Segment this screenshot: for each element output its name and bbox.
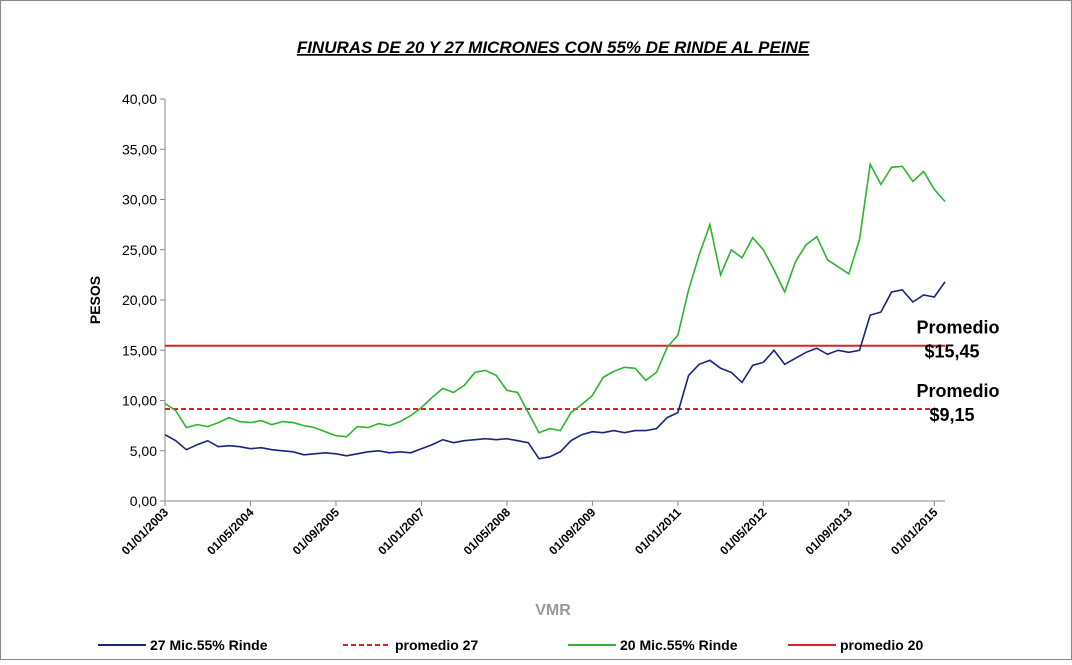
- annotation: Promedio: [916, 381, 999, 401]
- legend-label: promedio 20: [840, 637, 923, 653]
- line-series: [164, 281, 946, 460]
- y-tick-label: 40,00: [122, 91, 157, 107]
- annotation: $9,15: [929, 405, 974, 425]
- line-series: [164, 161, 946, 438]
- y-tick-label: 20,00: [122, 292, 157, 308]
- y-tick-label: 0,00: [130, 493, 157, 509]
- y-axis-label: PESOS: [87, 276, 103, 324]
- y-tick-label: 15,00: [122, 342, 157, 358]
- legend-label: promedio 27: [395, 637, 478, 653]
- y-tick-label: 30,00: [122, 192, 157, 208]
- y-tick-label: 25,00: [122, 242, 157, 258]
- x-axis-label: VMR: [535, 602, 571, 619]
- y-tick-label: 35,00: [122, 141, 157, 157]
- y-tick-label: 5,00: [130, 443, 157, 459]
- y-tick-label: 10,00: [122, 393, 157, 409]
- annotation: Promedio: [916, 318, 999, 338]
- legend-label: 20 Mic.55% Rinde: [620, 637, 738, 653]
- legend-label: 27 Mic.55% Rinde: [150, 637, 268, 653]
- annotation: $15,45: [924, 342, 979, 362]
- chart-title: FINURAS DE 20 Y 27 MICRONES CON 55% DE R…: [297, 38, 810, 57]
